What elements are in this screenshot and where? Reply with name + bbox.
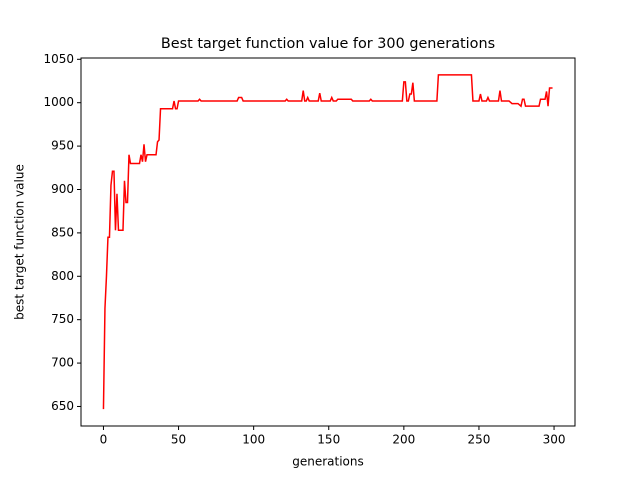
x-tick-label: 300 (543, 433, 566, 447)
x-tick-label: 150 (317, 433, 340, 447)
y-tick-label: 700 (51, 356, 74, 370)
y-tick-label: 950 (51, 139, 74, 153)
x-tick-label: 0 (100, 433, 108, 447)
y-tick-label: 1000 (43, 95, 74, 109)
x-tick-label: 250 (467, 433, 490, 447)
y-tick-label: 750 (51, 312, 74, 326)
y-tick-label: 800 (51, 269, 74, 283)
x-axis-label: generations (292, 455, 364, 469)
y-tick-label: 1050 (43, 52, 74, 66)
y-axis-label: best target function value (13, 164, 27, 320)
x-tick-label: 200 (392, 433, 415, 447)
y-tick-label: 650 (51, 399, 74, 413)
chart-title: Best target function value for 300 gener… (161, 36, 495, 52)
x-tick-label: 100 (242, 433, 265, 447)
y-tick-label: 900 (51, 182, 74, 196)
plot-frame (80, 57, 576, 427)
y-tick-label: 850 (51, 225, 74, 239)
data-line (102, 74, 553, 410)
x-tick-label: 50 (171, 433, 186, 447)
